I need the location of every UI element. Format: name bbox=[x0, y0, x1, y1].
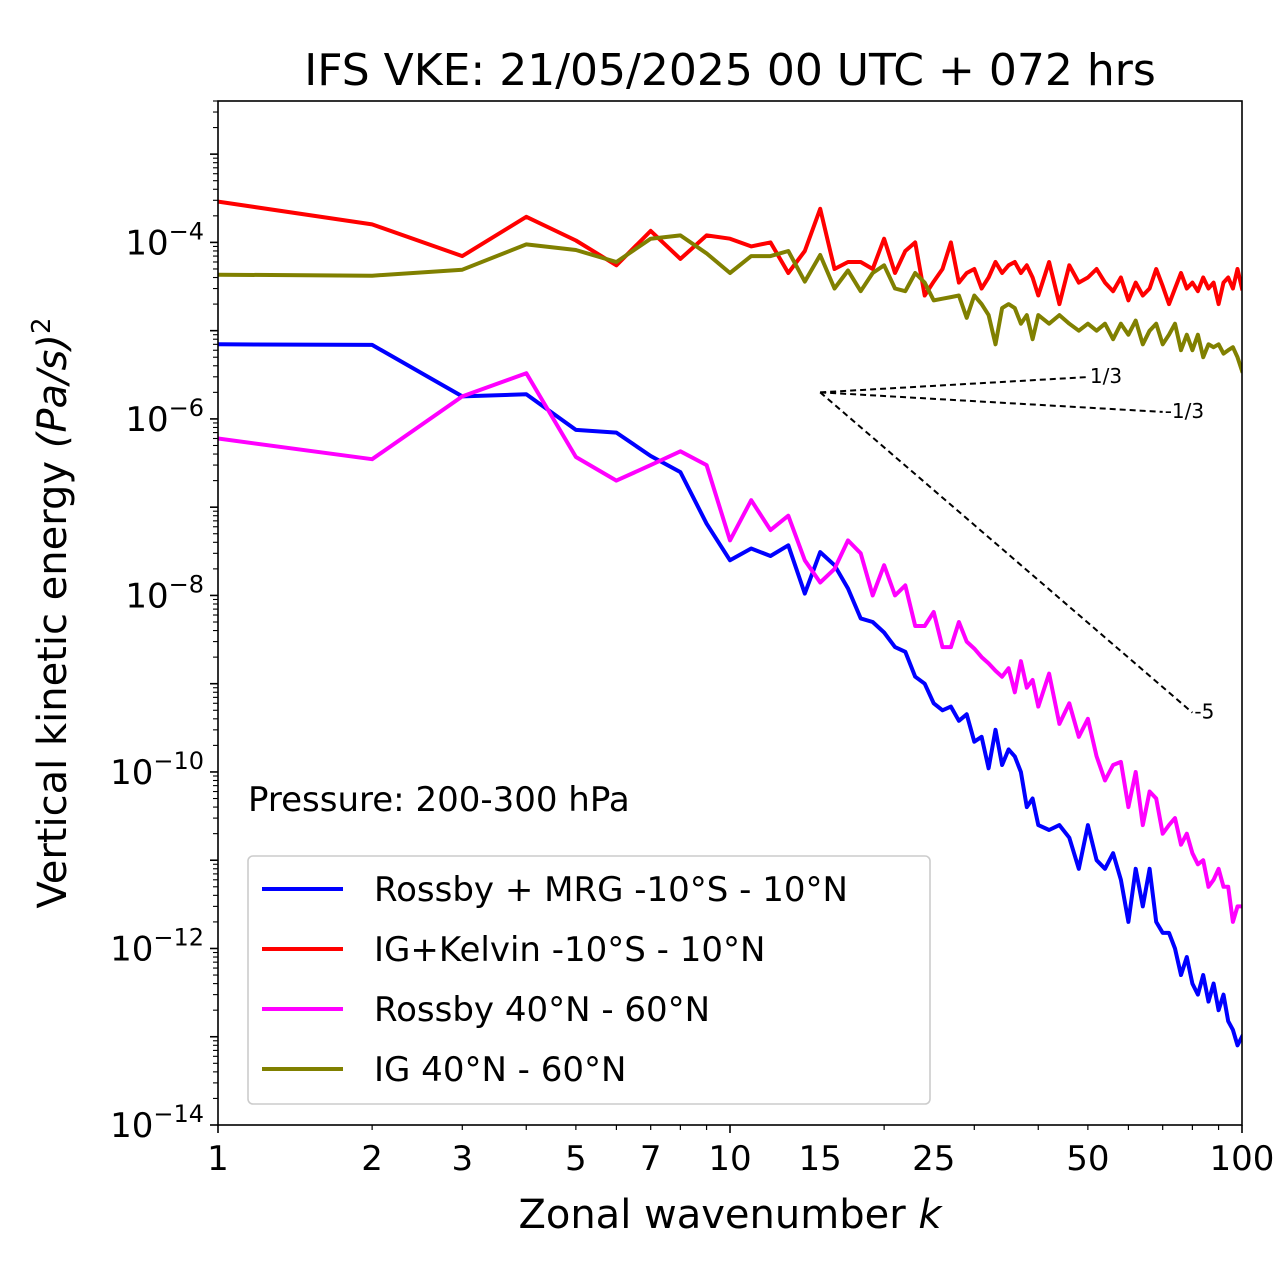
x-axis: 1 2 3 5 7 10 15 25 50 100 bbox=[207, 1125, 1274, 1179]
y-tick-base: 10 bbox=[125, 223, 168, 263]
y-tick-label: 10−10 bbox=[110, 747, 204, 793]
y-tick-exponent: −10 bbox=[153, 747, 204, 775]
pressure-annotation: Pressure: 200-300 hPa bbox=[248, 780, 630, 820]
x-tick-label: 5 bbox=[565, 1139, 587, 1179]
y-tick-base: 10 bbox=[110, 753, 153, 793]
series-layer bbox=[218, 199, 1242, 1048]
reference-slope-label: 1/3 bbox=[1090, 364, 1122, 388]
x-axis-label-text: Zonal wavenumber bbox=[518, 1192, 918, 1238]
y-tick-base: 10 bbox=[125, 576, 168, 616]
y-tick-label: 10−12 bbox=[110, 923, 204, 969]
series-line-rossby-mrg-10-s-10-n bbox=[218, 342, 1242, 1048]
y-tick-exponent: −4 bbox=[169, 217, 204, 245]
y-tick-label: 10−6 bbox=[125, 394, 204, 440]
y-tick-base: 10 bbox=[110, 929, 153, 969]
y-axis-label-text: Vertical kinetic energy bbox=[30, 448, 76, 908]
x-tick-label: 10 bbox=[708, 1139, 751, 1179]
reference-slopes: 1/3 -1/3 -5 bbox=[819, 364, 1214, 724]
x-tick-label: 15 bbox=[799, 1139, 842, 1179]
x-tick-label: 3 bbox=[451, 1139, 473, 1179]
y-tick-exponent: −6 bbox=[169, 394, 204, 422]
reference-slope-label: -5 bbox=[1194, 700, 1214, 724]
legend-label: Rossby 40°N - 60°N bbox=[374, 990, 710, 1030]
y-tick-exponent: −8 bbox=[169, 570, 204, 598]
legend-label: IG 40°N - 60°N bbox=[374, 1050, 626, 1090]
y-axis-label: Vertical kinetic energy (Pa/s)2 bbox=[27, 318, 76, 909]
series-line-ig-kelvin-10-s-10-n bbox=[218, 199, 1242, 307]
chart-title: IFS VKE: 21/05/2025 00 UTC + 072 hrs bbox=[304, 45, 1156, 96]
reference-slope-label: -1/3 bbox=[1165, 399, 1204, 423]
y-tick-base: 10 bbox=[110, 1106, 153, 1146]
legend-box bbox=[247, 855, 931, 1105]
x-tick-label: 1 bbox=[207, 1139, 229, 1179]
legend-label: IG+Kelvin -10°S - 10°N bbox=[374, 930, 765, 970]
reference-slope-line bbox=[820, 391, 1163, 413]
x-tick-label: 7 bbox=[640, 1139, 662, 1179]
x-axis-label-variable: k bbox=[918, 1192, 943, 1238]
legend: Rossby + MRG -10°S - 10°N IG+Kelvin -10°S… bbox=[247, 855, 931, 1105]
y-axis-label-unit: (Pa/s) bbox=[30, 334, 76, 448]
legend-items: Rossby + MRG -10°S - 10°N IG+Kelvin -10°S… bbox=[262, 870, 848, 1090]
series-line-rossby-40-n-60-n bbox=[218, 371, 1242, 924]
x-axis-label: Zonal wavenumber k bbox=[518, 1192, 943, 1238]
x-tick-label: 25 bbox=[912, 1139, 955, 1179]
series-line-ig-40-n-60-n bbox=[218, 233, 1242, 374]
legend-label: Rossby + MRG -10°S - 10°N bbox=[374, 870, 848, 910]
reference-slope-line bbox=[820, 376, 1088, 394]
y-tick-base: 10 bbox=[125, 400, 168, 440]
x-tick-label: 100 bbox=[1210, 1139, 1275, 1179]
x-tick-label: 50 bbox=[1066, 1139, 1109, 1179]
y-tick-label: 10−4 bbox=[125, 217, 204, 263]
y-tick-label: 10−14 bbox=[110, 1100, 204, 1146]
y-tick-label: 10−8 bbox=[125, 570, 204, 616]
x-tick-label: 2 bbox=[361, 1139, 383, 1179]
y-tick-exponent: −12 bbox=[153, 923, 204, 951]
y-tick-exponent: −14 bbox=[153, 1100, 204, 1128]
y-axis-label-power: 2 bbox=[27, 318, 57, 335]
reference-slope-line bbox=[819, 391, 1194, 714]
